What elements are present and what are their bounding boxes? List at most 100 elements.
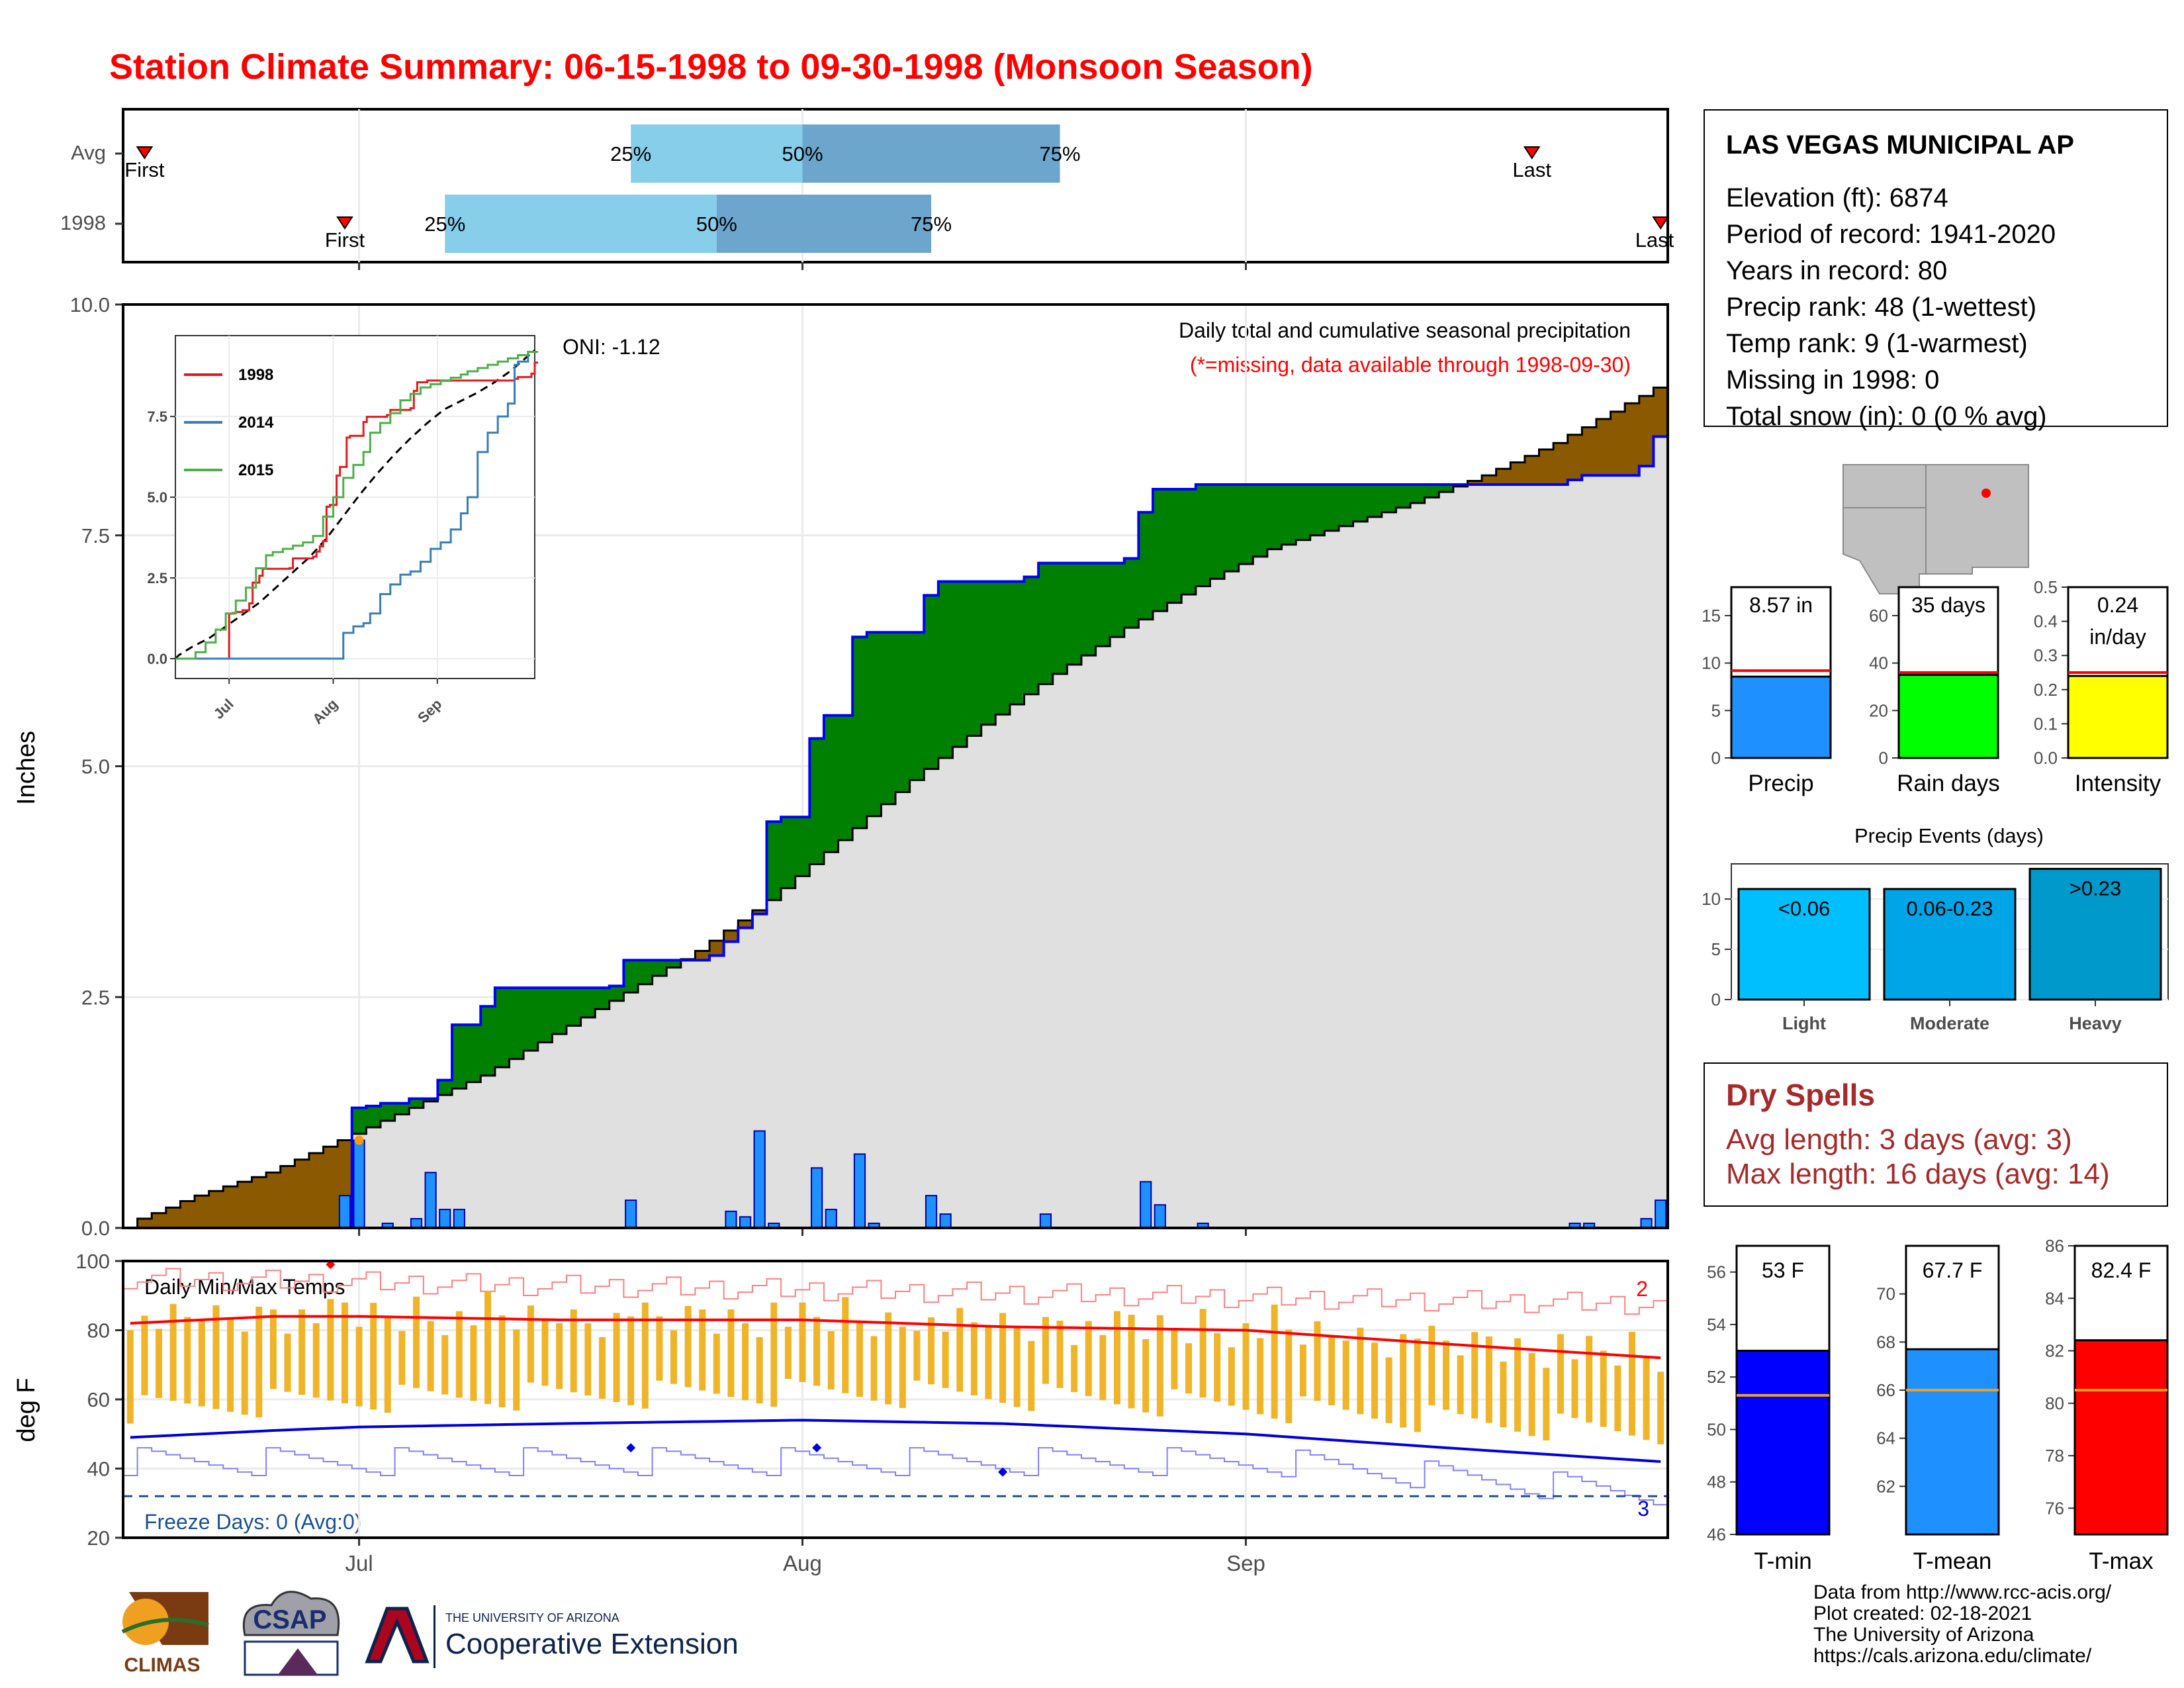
station-name: LAS VEGAS MUNICIPAL AP (1726, 130, 2074, 160)
daily-temp-bar (1285, 1329, 1293, 1423)
daily-temp-bar (570, 1309, 577, 1393)
page-title: Station Climate Summary: 06-15-1998 to 0… (109, 47, 1313, 87)
precip-y-tick-label: 2.5 (81, 986, 110, 1009)
daily-temp-bar (827, 1331, 835, 1390)
daily-precip-bar (625, 1199, 637, 1229)
daily-temp-bar (813, 1317, 821, 1386)
daily-temp-bar (1342, 1340, 1349, 1410)
deficit-fill (1582, 427, 1597, 476)
precip-y-tick-label: 5.0 (81, 755, 110, 778)
summary-frame (1730, 586, 1832, 759)
summary-y-tick-label: 0.0 (2034, 748, 2058, 768)
daily-temp-bar (1600, 1350, 1607, 1427)
temp-summary-y-tick-label: 56 (1707, 1262, 1726, 1282)
corner-mark: 1 (1636, 1188, 1647, 1209)
daily-temp-bar (713, 1333, 720, 1394)
temp-summary-y-tick-label: 70 (1876, 1284, 1895, 1304)
daily-precip-bar (868, 1223, 880, 1229)
temp-x-tick-label: Sep (1226, 1551, 1265, 1575)
temp-summary-name-label: T-min (1754, 1548, 1812, 1574)
daily-temp-bar (527, 1305, 534, 1383)
daily-precip-bar (1583, 1223, 1596, 1229)
inset-series-line (175, 361, 539, 660)
surplus-fill (609, 986, 624, 1001)
daily-precip-bar (925, 1195, 938, 1229)
surplus-fill (781, 817, 796, 888)
daily-temp-bar (1113, 1311, 1120, 1405)
temp-summary-value-label: 53 F (1762, 1258, 1804, 1282)
ua-logo: THE UNIVERSITY OF ARIZONA Cooperative Ex… (361, 1602, 758, 1675)
daily-temp-bar (1514, 1338, 1522, 1432)
summary-y-tick-label: 40 (1869, 653, 1888, 673)
dry-spells-max: Max length: 16 days (avg: 14) (1726, 1158, 2110, 1190)
daily-temp-bar (613, 1313, 620, 1402)
events-bar (1737, 888, 1871, 1001)
daily-temp-bar (756, 1336, 763, 1404)
surplus-fill (423, 1098, 438, 1102)
temp-summary-frame (1735, 1244, 1831, 1536)
inset-legend-label: 2015 (238, 461, 273, 479)
daily-temp-bar (1013, 1327, 1021, 1407)
deficit-fill (266, 1172, 281, 1228)
daily-temp-bar (1042, 1317, 1049, 1384)
deficit-fill (137, 1219, 152, 1228)
surplus-fill (1267, 485, 1282, 549)
deficit-fill (1639, 396, 1654, 467)
surplus-fill (1210, 485, 1225, 579)
daily-precip-bar (410, 1218, 423, 1229)
surplus-fill (1410, 485, 1426, 503)
daily-temp-bar (1428, 1325, 1435, 1405)
dry-spells-title: Dry Spells (1726, 1078, 1875, 1112)
precip-plot-area (123, 305, 1668, 1228)
freeze-text: Freeze Days: 0 (Avg:0) (144, 1510, 361, 1534)
deficit-fill (280, 1166, 295, 1228)
temp-summary-y-tick-label: 82 (2045, 1341, 2064, 1361)
daily-temp-bar (742, 1323, 749, 1401)
events-y-tick-label: 10 (1702, 889, 1721, 909)
surplus-fill (409, 1098, 424, 1108)
daily-temp-bar (784, 1327, 792, 1379)
daily-temp-bar (269, 1309, 277, 1389)
surplus-fill (823, 715, 839, 853)
daily-precip-bar (1140, 1181, 1152, 1229)
deficit-fill (295, 1159, 310, 1228)
daily-temp-bar (670, 1330, 678, 1384)
surplus-fill (666, 960, 682, 968)
last-marker (1652, 216, 1670, 230)
first-marker (336, 216, 353, 230)
temp-plot-area (123, 1261, 1668, 1538)
daily-temp-bar (1643, 1356, 1650, 1440)
summary-y-tick-label: 0 (1879, 748, 1888, 768)
temp-summary-name-label: T-max (2089, 1548, 2154, 1574)
daily-temp-bar (198, 1319, 205, 1407)
deficit-fill (1539, 449, 1554, 485)
daily-temp-bar (370, 1303, 377, 1410)
daily-temp-bar (1214, 1333, 1221, 1402)
surplus-fill (452, 1025, 467, 1089)
temp-summary-bar (1735, 1350, 1831, 1536)
daily-precip-bar (424, 1172, 437, 1229)
daily-precip-bar (853, 1153, 866, 1229)
events-y-tick-label: 5 (1711, 939, 1721, 959)
daily-temp-bar (770, 1302, 778, 1407)
dry-spells-avg: Avg length: 3 days (avg: 3) (1726, 1123, 2072, 1156)
daily-temp-bar (727, 1309, 735, 1397)
surplus-fill (1424, 485, 1439, 498)
surplus-fill (523, 988, 539, 1051)
summary-name-label: Intensity (2075, 771, 2161, 796)
inset-frame (175, 335, 535, 679)
deficit-fill (709, 941, 725, 956)
surplus-fill (394, 1103, 410, 1115)
last-label: Last (1512, 158, 1551, 181)
daily-temp-bar (1571, 1359, 1578, 1419)
surplus-fill (924, 595, 939, 769)
daily-temp-bar (1443, 1340, 1450, 1410)
station-temp-rank: Temp rank: 9 (1-warmest) (1726, 329, 2028, 358)
daily-temp-bar (1257, 1338, 1264, 1415)
daily-temp-bar (513, 1329, 520, 1411)
deficit-fill (152, 1213, 167, 1228)
station-years: Years in record: 80 (1726, 256, 1948, 285)
events-bar (1883, 888, 2017, 1001)
surplus-fill (995, 581, 1011, 715)
daily-temp-bar (1228, 1347, 1235, 1406)
